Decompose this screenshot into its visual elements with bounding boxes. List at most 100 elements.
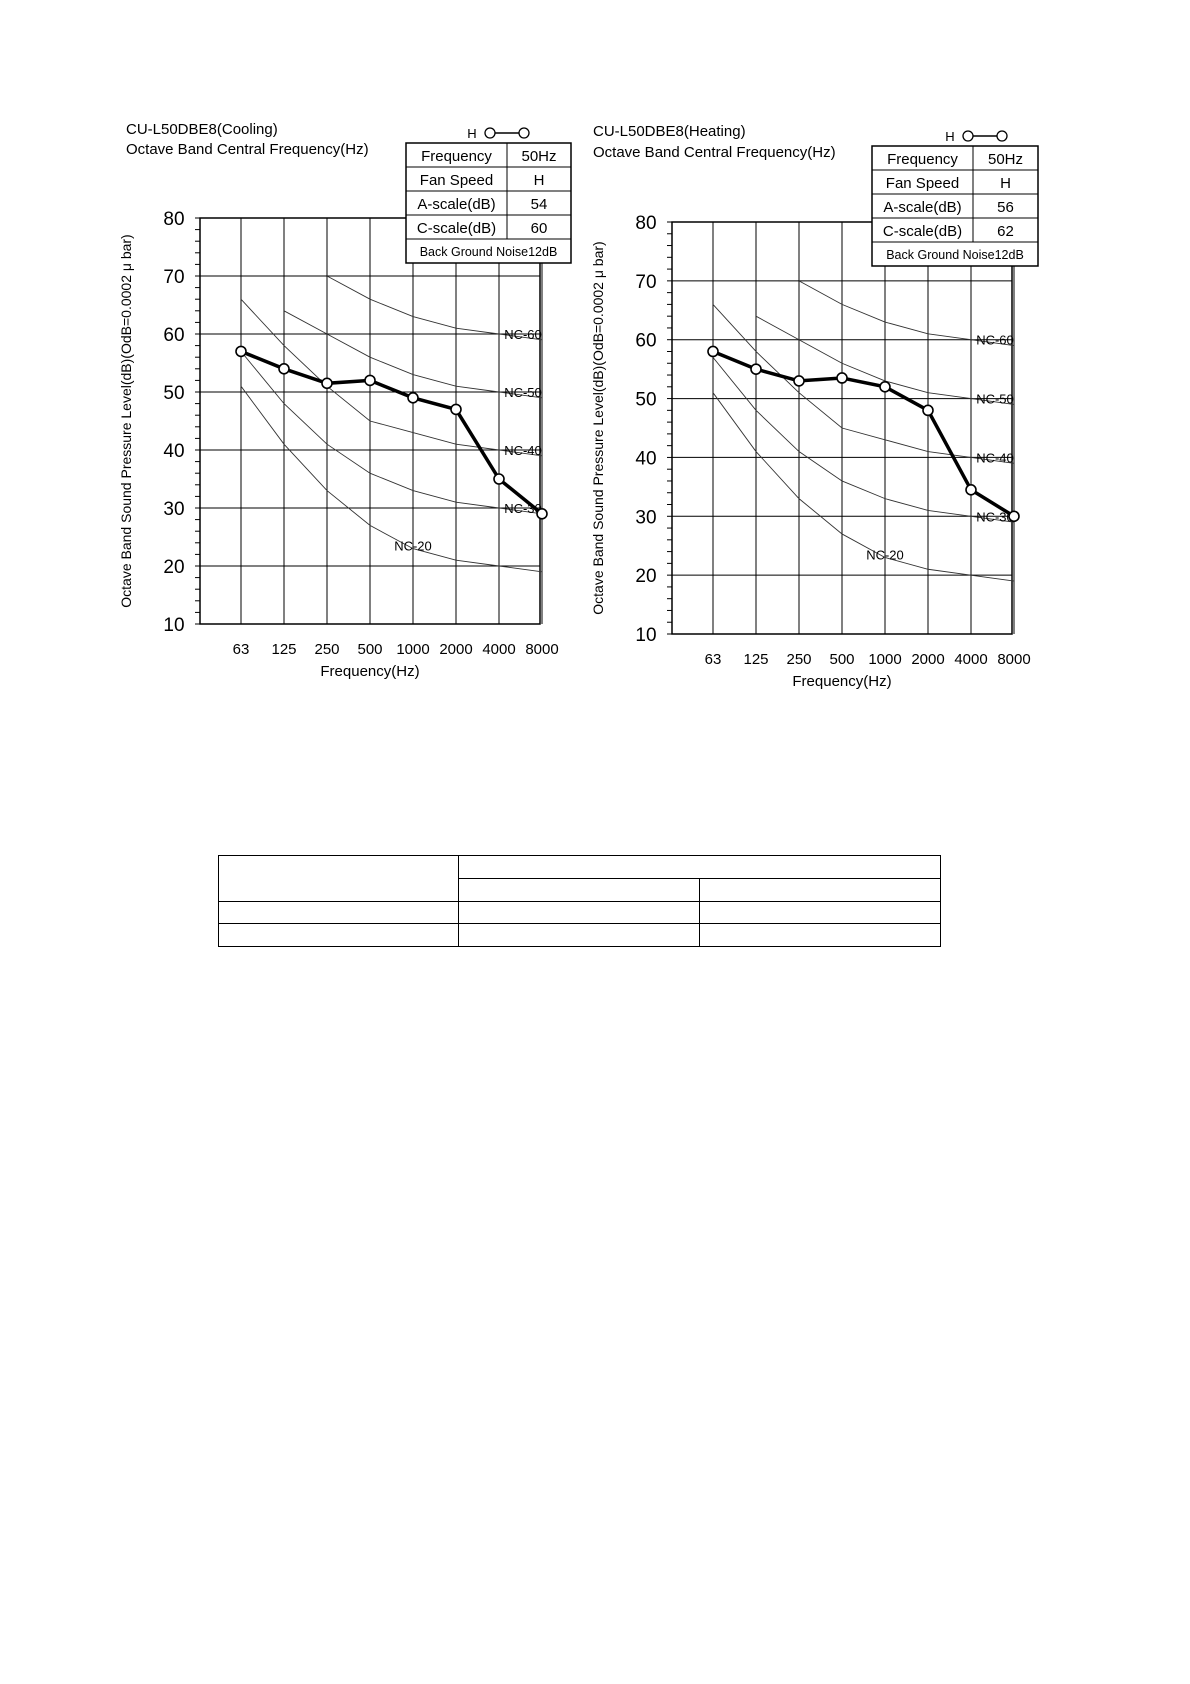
x-tick-label: 4000 (482, 641, 515, 658)
table-cell (458, 900, 701, 925)
table-cell (217, 855, 460, 902)
table-cell (458, 877, 701, 902)
legend-marker (484, 127, 496, 139)
y-tick-label: 60 (635, 331, 656, 352)
legend-marker (518, 127, 530, 139)
data-point (493, 473, 505, 485)
x-tick-label: 125 (743, 651, 768, 668)
info-table-key: A-scale(dB) (417, 196, 495, 213)
y-tick-label: 20 (635, 566, 656, 587)
y-axis-label: Octave Band Sound Pressure Level(dB)(OdB… (118, 234, 134, 607)
x-tick-label: 1000 (868, 651, 901, 668)
y-tick-label: 10 (635, 625, 656, 646)
table-row (219, 877, 941, 902)
nc-curve (240, 351, 543, 515)
table-cell (699, 877, 941, 902)
y-axis-label: Octave Band Sound Pressure Level(dB)(OdB… (590, 241, 606, 614)
nc-curve (283, 310, 543, 399)
info-table (405, 142, 572, 264)
heating-chart: CU-L50DBE8(Heating) Octave Band Central F… (590, 123, 1039, 690)
nc-curve-label: NC-40 (976, 450, 1014, 465)
nc-curve-label: NC-20 (394, 539, 432, 554)
x-tick-label: 8000 (525, 641, 558, 658)
x-axis-label: Frequency(Hz) (320, 663, 419, 680)
x-tick-label: 63 (705, 651, 722, 668)
x-tick-label: 500 (829, 651, 854, 668)
chart-subtitle: Octave Band Central Frequency(Hz) (593, 144, 836, 161)
cooling-chart: CU-L50DBE8(Cooling) Octave Band Central F… (118, 121, 572, 680)
x-axis-label: Frequency(Hz) (792, 673, 891, 690)
info-table (871, 145, 1039, 267)
y-tick-label: 20 (163, 557, 184, 578)
nc-curve-label: NC-20 (866, 548, 904, 563)
chart-title: CU-L50DBE8(Heating) (593, 123, 746, 140)
chart-title: CU-L50DBE8(Cooling) (126, 121, 278, 138)
y-tick-label: 50 (163, 383, 184, 404)
data-point (450, 403, 462, 416)
data-point (879, 380, 891, 393)
info-table-value: 50Hz (988, 151, 1023, 168)
data-point (536, 507, 548, 520)
info-table-key: Fan Speed (886, 175, 959, 192)
nc-curve (712, 357, 1015, 523)
data-point (364, 374, 376, 387)
info-table-value: 56 (997, 199, 1014, 216)
nc-curve (798, 280, 1015, 347)
table-row (217, 900, 941, 925)
data-point (922, 404, 934, 417)
plot-frame (199, 217, 541, 625)
data-point (965, 483, 977, 496)
nc-curve-label: NC-60 (504, 327, 542, 342)
x-tick-label: 2000 (911, 651, 944, 668)
info-table-key: Frequency (421, 148, 492, 165)
info-table-value: 54 (531, 196, 548, 213)
nc-curve (326, 275, 543, 341)
nc-curve-label: NC-50 (504, 385, 542, 400)
y-tick-label: 70 (635, 272, 656, 293)
info-table-key: C-scale(dB) (883, 223, 962, 240)
data-point (836, 372, 848, 384)
nc-curve (240, 298, 543, 457)
x-tick-label: 250 (314, 641, 339, 658)
series-line (712, 349, 1015, 518)
y-tick-label: 30 (635, 507, 656, 528)
x-tick-label: 1000 (396, 641, 429, 658)
y-tick-label: 40 (163, 441, 184, 462)
nc-curve (755, 315, 1015, 405)
nc-curve-label: NC-40 (504, 443, 542, 458)
data-point (321, 377, 333, 390)
x-tick-label: 63 (233, 641, 250, 658)
y-tick-label: 10 (163, 615, 184, 636)
x-tick-label: 4000 (954, 651, 987, 668)
nc-curve (712, 392, 1015, 582)
info-table-value: 50Hz (521, 148, 556, 165)
nc-curve-label: NC-50 (976, 392, 1014, 407)
legend-marker (962, 130, 974, 142)
x-tick-label: 8000 (997, 651, 1030, 668)
legend-label: H (945, 129, 954, 144)
nc-curve (240, 385, 543, 573)
nc-curve-label: NC-30 (976, 509, 1014, 524)
data-point (278, 362, 290, 375)
data-point (750, 363, 762, 375)
series-line (240, 349, 544, 516)
y-tick-label: 80 (163, 209, 184, 230)
table-row (217, 855, 941, 902)
table-cell (699, 900, 941, 925)
plot-frame (671, 221, 1013, 635)
table-row (217, 923, 941, 947)
background-noise-label: Back Ground Noise12dB (420, 245, 558, 259)
y-tick-label: 80 (635, 213, 656, 234)
empty-table (217, 855, 941, 947)
x-tick-label: 250 (786, 651, 811, 668)
info-table-value: 62 (997, 223, 1014, 240)
data-point (793, 375, 805, 387)
legend-marker (996, 130, 1008, 142)
nc-curve (712, 304, 1015, 464)
info-table-value: H (534, 172, 545, 189)
x-tick-label: 500 (357, 641, 382, 658)
x-tick-label: 125 (271, 641, 296, 658)
y-tick-label: 70 (163, 267, 184, 288)
table-cell (699, 923, 941, 947)
table-cell (458, 923, 701, 947)
